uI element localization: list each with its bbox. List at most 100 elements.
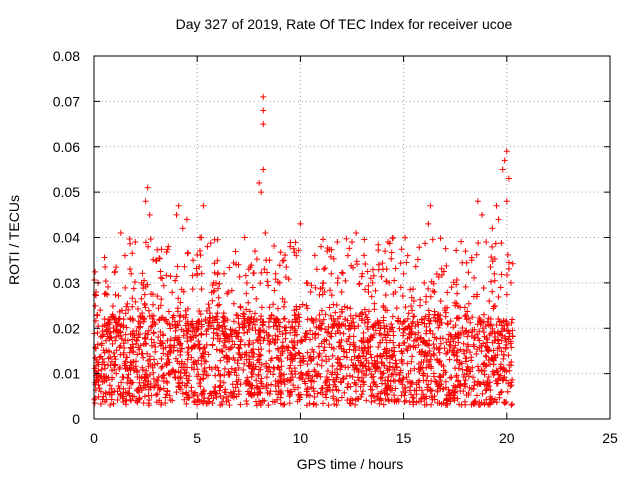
data-point (344, 384, 351, 391)
data-point (355, 323, 362, 330)
data-point (321, 344, 328, 351)
data-point (303, 279, 310, 286)
data-point (184, 349, 191, 356)
data-point (179, 390, 186, 397)
data-point (504, 322, 511, 329)
data-point (459, 366, 466, 373)
data-point (176, 384, 183, 391)
data-point (436, 315, 443, 322)
data-point (496, 318, 503, 325)
data-point (320, 347, 327, 354)
data-point (144, 350, 151, 357)
data-point (358, 345, 365, 352)
data-point (150, 329, 157, 336)
data-point (509, 316, 516, 323)
data-point (489, 356, 496, 363)
data-point (360, 370, 367, 377)
data-point (132, 397, 139, 404)
data-point (147, 236, 154, 243)
data-point (329, 363, 336, 370)
data-point (127, 396, 134, 403)
y-tick-label: 0.03 (53, 275, 80, 291)
data-point (158, 315, 165, 322)
data-point (184, 391, 191, 398)
data-point (141, 300, 148, 307)
data-point (216, 387, 223, 394)
data-point (308, 378, 315, 385)
data-point (396, 342, 403, 349)
data-point (453, 281, 460, 288)
data-point (431, 373, 438, 380)
data-point (251, 321, 258, 328)
x-tick-label: 20 (499, 430, 515, 446)
data-point (141, 373, 148, 380)
data-point (280, 315, 287, 322)
data-point (479, 390, 486, 397)
data-point (203, 341, 210, 348)
data-point (282, 327, 289, 334)
data-point (454, 378, 461, 385)
data-point (111, 269, 118, 276)
data-point (339, 270, 346, 277)
data-point (248, 369, 255, 376)
data-point (344, 304, 351, 311)
data-point (487, 321, 494, 328)
data-point (411, 365, 418, 372)
data-point (148, 323, 155, 330)
data-point (301, 333, 308, 340)
data-point (413, 387, 420, 394)
data-point (231, 341, 238, 348)
data-point (280, 303, 287, 310)
data-point (97, 333, 104, 340)
data-point (163, 391, 170, 398)
data-point (437, 335, 444, 342)
data-point (95, 393, 102, 400)
data-point (107, 354, 114, 361)
data-point (399, 388, 406, 395)
data-point (375, 247, 382, 254)
data-point (307, 353, 314, 360)
data-point (400, 375, 407, 382)
data-point (240, 366, 247, 373)
data-point (392, 357, 399, 364)
data-point (489, 243, 496, 250)
data-point (418, 395, 425, 402)
data-point (255, 372, 262, 379)
data-point (416, 384, 423, 391)
data-point (365, 365, 372, 372)
data-point (393, 371, 400, 378)
data-point (454, 314, 461, 321)
data-point (365, 282, 372, 289)
data-point (95, 377, 102, 384)
data-point (239, 351, 246, 358)
data-point (340, 320, 347, 327)
data-point (498, 271, 505, 278)
data-point (313, 266, 320, 273)
data-point (195, 341, 202, 348)
data-point (404, 347, 411, 354)
data-point (111, 353, 118, 360)
data-point (369, 279, 376, 286)
data-point (484, 347, 491, 354)
data-point (343, 349, 350, 356)
data-point (221, 323, 228, 330)
data-point (400, 329, 407, 336)
data-point (248, 391, 255, 398)
data-point (461, 380, 468, 387)
data-point (292, 239, 299, 246)
data-point (481, 371, 488, 378)
data-point (491, 270, 498, 277)
data-point (405, 310, 412, 317)
data-point (257, 366, 264, 373)
data-point (357, 383, 364, 390)
data-point (275, 383, 282, 390)
data-point (383, 278, 390, 285)
data-point (489, 339, 496, 346)
data-point (260, 166, 267, 173)
data-point (260, 318, 267, 325)
data-point (286, 365, 293, 372)
data-point (409, 320, 416, 327)
data-point (331, 401, 338, 408)
data-point (382, 291, 389, 298)
